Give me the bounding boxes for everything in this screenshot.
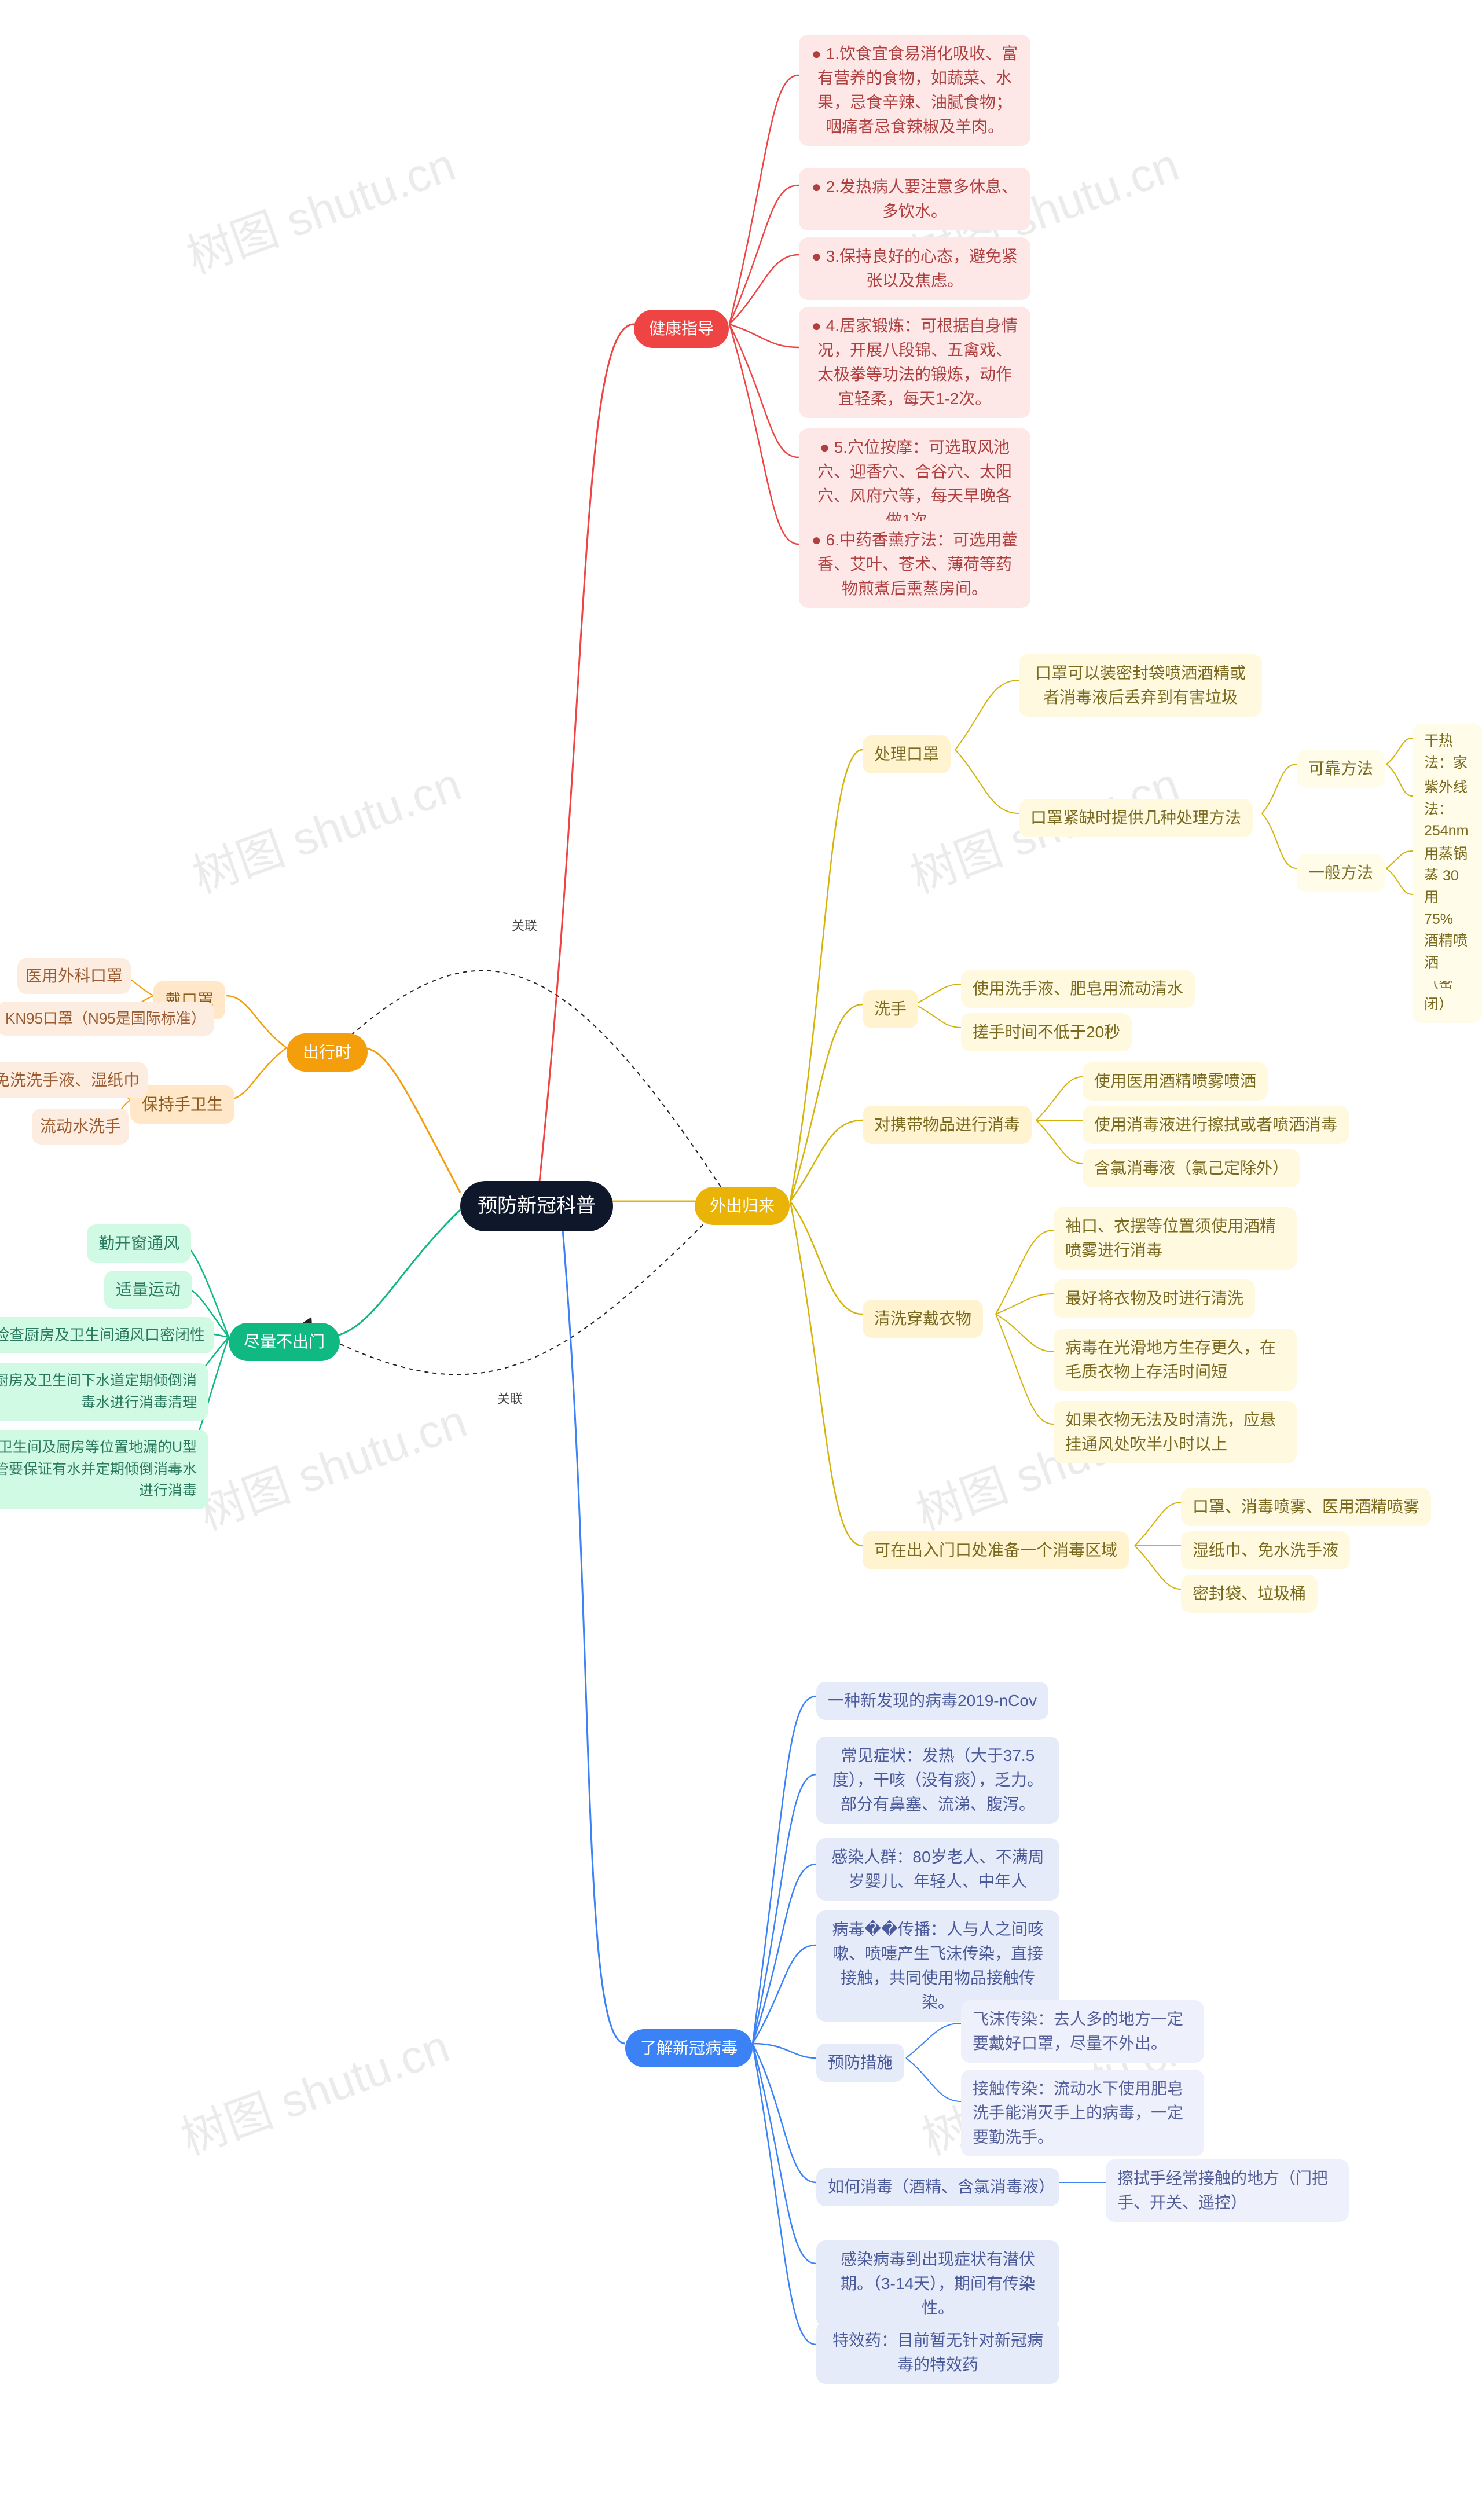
return-mask[interactable]: 处理口罩	[863, 735, 951, 773]
return-wash[interactable]: 洗手	[863, 990, 918, 1028]
clothes-item: 最好将衣物及时进行清洗	[1054, 1279, 1255, 1318]
travel-hand-item: 免洗洗手液、湿纸巾	[0, 1062, 148, 1098]
prevent-item: 接触传染：流动水下使用肥皂洗手能消灭手上的病毒，一定要勤洗手。	[961, 2070, 1204, 2156]
disinfect-item: 含氯消毒液（氯己定除外）	[1083, 1149, 1300, 1187]
zone-item: 密封袋、垃圾桶	[1181, 1575, 1318, 1613]
watermark: 树图 shutu.cn	[171, 2009, 457, 2169]
health-item: ● 1.饮食宜食易消化吸收、富有营养的食物，如蔬菜、水果，忌食辛辣、油腻食物；咽…	[799, 35, 1030, 146]
relation-label: 关联	[509, 915, 540, 936]
wash-item: 搓手时间不低于20秒	[961, 1013, 1132, 1051]
learn-disinfect[interactable]: 如何消毒（酒精、含氯消毒液）	[816, 2168, 1059, 2206]
return-zone[interactable]: 可在出入门口处准备一个消毒区域	[863, 1531, 1129, 1569]
root-node[interactable]: 预防新冠科普	[460, 1181, 613, 1231]
learn-item: 一种新发现的病毒2019-nCov	[816, 1682, 1048, 1720]
zone-item: 口罩、消毒喷雾、医用酒精喷雾	[1181, 1488, 1431, 1526]
stay-item: 勤开窗通风	[87, 1224, 191, 1263]
return-reliable[interactable]: 可靠方法	[1297, 750, 1385, 788]
disinfect-item: 使用消毒液进行擦拭或者喷洒消毒	[1083, 1106, 1349, 1144]
branch-travel[interactable]: 出行时	[287, 1033, 368, 1072]
health-item: ● 3.保持良好的心态，避免紧张以及焦虑。	[799, 237, 1030, 300]
learn-disinfect-item: 擦拭手经常接触的地方（门把手、开关、遥控）	[1106, 2159, 1349, 2222]
return-mask-item: 口罩可以装密封袋喷洒酒精或者消毒液后丢弃到有害垃圾	[1019, 654, 1262, 717]
stay-item: 卫生间及厨房等位置地漏的U型管要保证有水并定期倾倒消毒水进行消毒	[0, 1430, 208, 1509]
branch-learn[interactable]: 了解新冠病毒	[625, 2029, 753, 2067]
learn-item: 感染病毒到出现症状有潜伏期。（3-14天），期间有传染性。	[816, 2240, 1059, 2327]
clothes-item: 袖口、衣摆等位置须使用酒精喷雾进行消毒	[1054, 1207, 1297, 1270]
learn-item: 特效药：目前暂无针对新冠病毒的特效药	[816, 2321, 1059, 2384]
return-mask-shortage[interactable]: 口罩紧缺时提供几种处理方法	[1019, 799, 1253, 837]
travel-hand-item: 流动水洗手	[32, 1109, 129, 1145]
learn-prevent[interactable]: 预防措施	[816, 2044, 904, 2082]
relation-label: 关联	[495, 1388, 525, 1408]
stay-item: 适量运动	[104, 1271, 192, 1309]
health-item: ● 2.发热病人要注意多休息、多饮水。	[799, 168, 1030, 230]
travel-mask-item: 医用外科口罩	[17, 958, 131, 994]
return-general[interactable]: 一般方法	[1297, 854, 1385, 892]
health-item: ● 6.中药香薰疗法：可选用藿香、艾叶、苍术、薄荷等药物煎煮后熏蒸房间。	[799, 521, 1030, 608]
watermark: 树图 shutu.cn	[177, 128, 463, 287]
general-item: 用 75% 酒精喷洒	[1413, 880, 1482, 981]
return-disinfect[interactable]: 对携带物品进行消毒	[863, 1106, 1032, 1144]
watermark: 树图 shutu.cn	[188, 1384, 475, 1543]
watermark: 树图 shutu.cn	[182, 747, 469, 907]
return-clothes[interactable]: 清洗穿戴衣物	[863, 1300, 983, 1338]
health-item: ● 4.居家锻炼：可根据自身情况，开展八段锦、五禽戏、太极拳等功法的锻炼，动作宜…	[799, 307, 1030, 418]
clothes-item: 如果衣物无法及时清洗，应悬挂通风处吹半小时以上	[1054, 1401, 1297, 1463]
clothes-item: 病毒在光滑地方生存更久，在毛质衣物上存活时间短	[1054, 1329, 1297, 1391]
stay-item: 检查厨房及卫生间通风口密闭性	[0, 1317, 214, 1353]
branch-return[interactable]: 外出归来	[695, 1187, 790, 1225]
learn-item: 感染人群：80岁老人、不满周岁婴儿、年轻人、中年人	[816, 1838, 1059, 1901]
travel-mask-item: KN95口罩（N95是国际标准）	[0, 1002, 214, 1036]
prevent-item: 飞沫传染：去人多的地方一定要戴好口罩，尽量不外出。	[961, 2000, 1204, 2063]
learn-item: 常见症状：发热（大于37.5度），干咳（没有痰），乏力。部分有鼻塞、流涕、腹泻。	[816, 1737, 1059, 1824]
wash-item: 使用洗手液、肥皂用流动清水	[961, 970, 1195, 1008]
zone-item: 湿纸巾、免水洗手液	[1181, 1531, 1350, 1569]
disinfect-item: 使用医用酒精喷雾喷洒	[1083, 1062, 1268, 1101]
branch-stayhome[interactable]: 尽量不出门	[229, 1323, 340, 1361]
branch-health[interactable]: 健康指导	[634, 310, 729, 348]
stay-item: 厨房及卫生间下水道定期倾倒消毒水进行消毒清理	[0, 1363, 208, 1421]
mindmap-canvas: 树图 shutu.cn 树图 shutu.cn 树图 shutu.cn 树图 s…	[0, 0, 1482, 2520]
